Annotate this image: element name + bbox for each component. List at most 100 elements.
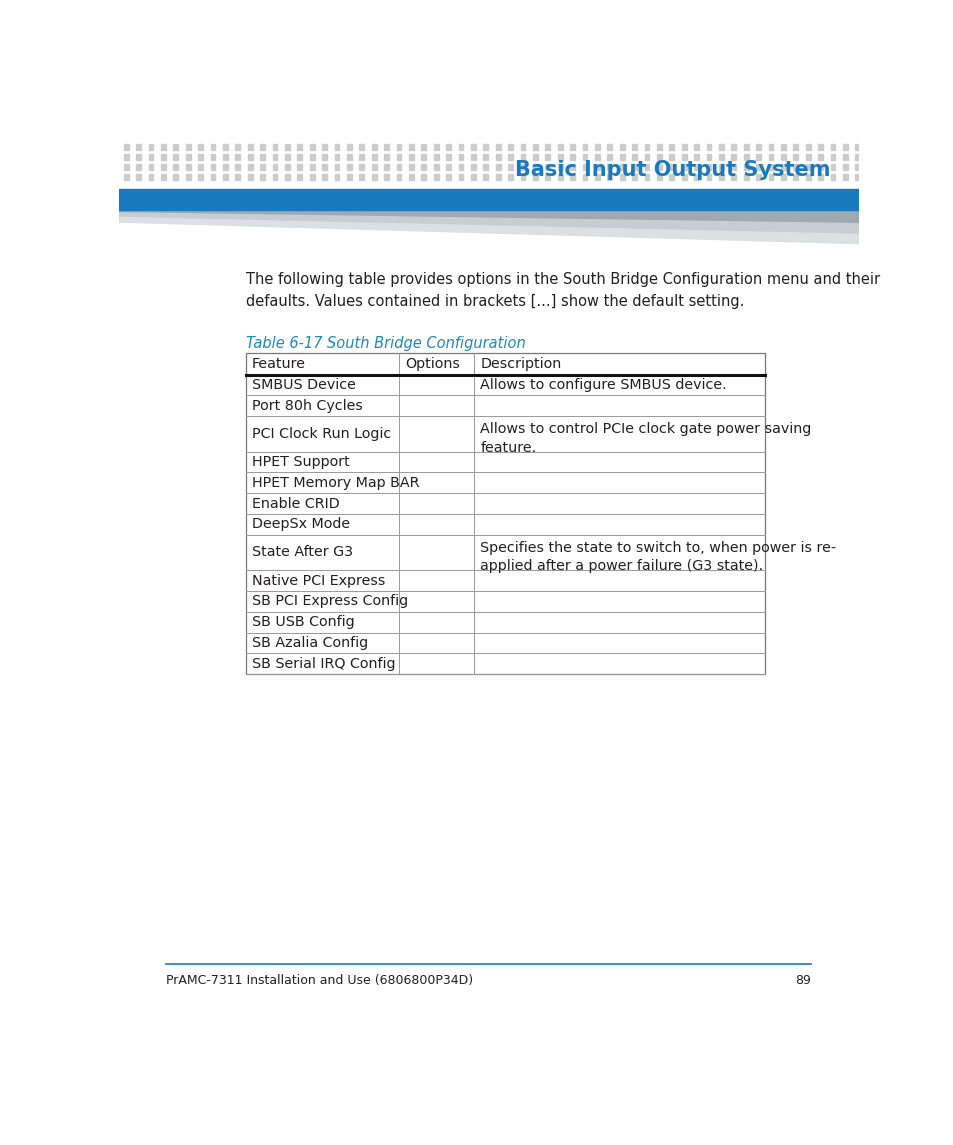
Polygon shape	[119, 218, 858, 244]
Bar	[904, 174, 909, 180]
Bar	[657, 153, 661, 160]
Bar	[347, 164, 352, 169]
Bar	[694, 153, 699, 160]
Bar	[285, 174, 290, 180]
Bar	[533, 164, 537, 169]
Bar	[297, 164, 302, 169]
Bar	[855, 143, 860, 150]
Bar	[245, 353, 764, 674]
Bar	[880, 164, 884, 169]
Bar	[731, 174, 736, 180]
Text: PrAMC-7311 Installation and Use (6806800P34D): PrAMC-7311 Installation and Use (6806800…	[166, 974, 473, 987]
Bar	[434, 153, 438, 160]
Bar	[719, 174, 723, 180]
Bar	[706, 174, 711, 180]
Bar	[743, 174, 748, 180]
Bar	[285, 143, 290, 150]
Bar	[756, 164, 760, 169]
Bar	[347, 153, 352, 160]
Bar	[396, 153, 401, 160]
Bar	[119, 189, 858, 210]
Bar	[248, 164, 253, 169]
Bar	[929, 164, 934, 169]
Bar	[161, 174, 166, 180]
Bar	[644, 164, 649, 169]
Bar	[632, 164, 637, 169]
Bar	[211, 153, 215, 160]
Bar	[942, 153, 946, 160]
Bar	[186, 164, 191, 169]
Bar	[818, 164, 822, 169]
Bar	[520, 164, 525, 169]
Bar	[508, 153, 513, 160]
Bar	[830, 143, 835, 150]
Bar	[347, 174, 352, 180]
Bar	[322, 174, 327, 180]
Bar	[793, 143, 798, 150]
Bar	[570, 153, 575, 160]
Bar	[136, 174, 141, 180]
Bar	[781, 174, 785, 180]
Bar	[570, 143, 575, 150]
Text: Table 6-17 South Bridge Configuration: Table 6-17 South Bridge Configuration	[245, 337, 525, 352]
Bar	[384, 174, 389, 180]
Bar	[582, 174, 587, 180]
Bar	[124, 143, 129, 150]
Bar	[322, 153, 327, 160]
Bar	[830, 174, 835, 180]
Bar	[917, 164, 922, 169]
Bar	[607, 143, 612, 150]
Bar	[706, 153, 711, 160]
Bar	[731, 143, 736, 150]
Bar	[496, 164, 500, 169]
Bar	[520, 153, 525, 160]
Bar	[211, 174, 215, 180]
Text: SB USB Config: SB USB Config	[252, 615, 354, 629]
Bar	[842, 164, 847, 169]
Bar	[186, 143, 191, 150]
Text: Enable CRID: Enable CRID	[252, 497, 339, 511]
Bar	[136, 164, 141, 169]
Bar	[805, 143, 810, 150]
Bar	[396, 174, 401, 180]
Bar	[458, 143, 463, 150]
Bar	[855, 174, 860, 180]
Bar	[768, 153, 773, 160]
Bar	[545, 153, 550, 160]
Bar	[805, 153, 810, 160]
Bar	[632, 174, 637, 180]
Bar	[929, 143, 934, 150]
Bar	[892, 164, 897, 169]
Bar	[409, 143, 414, 150]
Bar	[719, 164, 723, 169]
Bar	[310, 143, 314, 150]
Bar	[558, 164, 562, 169]
Bar	[533, 143, 537, 150]
Bar	[359, 164, 364, 169]
Bar	[545, 164, 550, 169]
Bar	[211, 164, 215, 169]
Bar	[372, 153, 376, 160]
Bar	[396, 143, 401, 150]
Bar	[297, 174, 302, 180]
Bar	[880, 174, 884, 180]
Bar	[793, 164, 798, 169]
Text: DeepSx Mode: DeepSx Mode	[252, 518, 350, 531]
Bar	[310, 164, 314, 169]
Bar	[805, 174, 810, 180]
Bar	[161, 164, 166, 169]
Bar	[632, 153, 637, 160]
Bar	[161, 143, 166, 150]
Bar	[706, 143, 711, 150]
Bar	[644, 174, 649, 180]
Bar	[347, 143, 352, 150]
Bar	[830, 153, 835, 160]
Bar	[322, 164, 327, 169]
Bar	[582, 153, 587, 160]
Bar	[830, 164, 835, 169]
Text: HPET Support: HPET Support	[252, 455, 349, 469]
Bar	[669, 164, 674, 169]
Bar	[756, 174, 760, 180]
Bar	[235, 164, 240, 169]
Bar	[186, 153, 191, 160]
